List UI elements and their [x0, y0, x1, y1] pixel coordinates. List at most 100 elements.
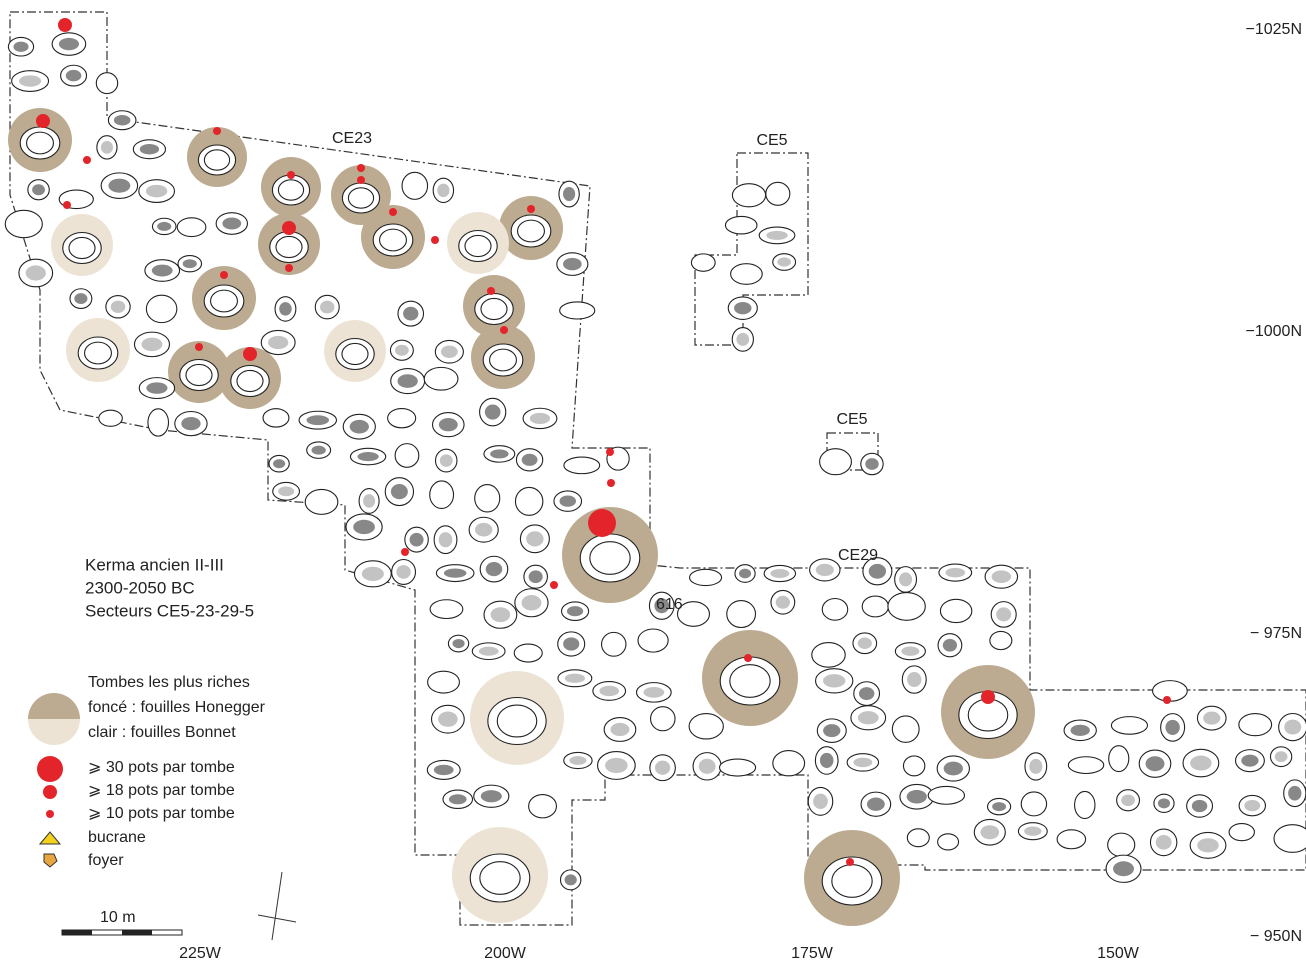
tomb-fill	[770, 569, 790, 578]
tomb-fill	[610, 722, 630, 737]
tomb	[528, 793, 558, 819]
legend-symbol	[43, 785, 57, 799]
tomb	[772, 750, 806, 777]
tomb-fill	[110, 300, 126, 313]
tomb	[98, 409, 123, 427]
tomb-fill	[736, 332, 750, 346]
sector-label: CE29	[838, 547, 878, 564]
tomb-fill	[1145, 756, 1165, 772]
tomb-fill	[906, 789, 927, 804]
tomb	[731, 183, 767, 208]
tomb-fill	[815, 563, 834, 576]
pot-marker	[285, 264, 293, 272]
tomb-fill	[397, 374, 418, 388]
legend-title: 2300-2050 BC	[85, 578, 195, 597]
tomb-fill	[868, 563, 887, 579]
pot-marker	[1163, 696, 1171, 704]
tomb-fill	[899, 572, 913, 587]
tomb-fill	[996, 607, 1012, 622]
tomb	[394, 443, 420, 468]
tomb-fill	[823, 724, 841, 738]
tomb	[1108, 745, 1130, 773]
tomb	[517, 219, 545, 243]
pot-marker	[744, 654, 752, 662]
pot-marker	[401, 548, 409, 556]
tomb-fill	[605, 757, 628, 774]
tomb	[514, 486, 544, 516]
tomb	[937, 833, 960, 851]
tomb	[861, 595, 889, 618]
tomb-fill	[181, 416, 201, 431]
tomb-fill	[311, 445, 326, 455]
sector-label: CE5	[756, 132, 787, 149]
tomb	[1110, 716, 1149, 735]
tomb	[821, 597, 849, 621]
tomb	[1107, 832, 1136, 858]
tomb-fill	[452, 638, 465, 649]
tomb-fill	[980, 825, 1000, 840]
tomb-fill	[563, 637, 580, 651]
tomb	[145, 294, 178, 324]
tomb	[341, 342, 369, 366]
tomb-fill	[569, 756, 587, 765]
tomb-fill	[485, 562, 503, 577]
tomb-fill	[1029, 758, 1043, 774]
pot-marker	[846, 858, 854, 866]
tomb	[401, 171, 429, 200]
tomb-fill	[409, 532, 424, 547]
legend-text: ⩾ 18 pots par tombe	[88, 782, 235, 799]
tomb	[688, 712, 724, 740]
tomb-fill	[437, 183, 450, 198]
tomb-fill	[1113, 861, 1135, 877]
tomb-fill	[1203, 711, 1221, 725]
grid-label: 175W	[791, 945, 834, 962]
tomb-fill	[222, 217, 242, 230]
tomb-fill	[766, 230, 788, 240]
tomb-fill	[433, 764, 454, 776]
tomb	[464, 234, 492, 258]
tomb	[1273, 824, 1306, 853]
grid-label: 150W	[1097, 945, 1140, 962]
tomb	[429, 599, 464, 620]
tomb-fill	[113, 115, 131, 126]
tomb-fill	[395, 344, 409, 356]
grid-label: − 950N	[1250, 928, 1302, 945]
tomb-fill	[439, 454, 453, 467]
legend-symbol	[38, 831, 62, 845]
tomb-fill	[58, 37, 80, 51]
tomb	[496, 704, 538, 738]
tomb-fill	[1244, 800, 1261, 812]
tomb-fill	[1284, 719, 1302, 735]
tomb-fill	[438, 532, 453, 548]
pot-marker	[282, 221, 296, 235]
pot-marker	[607, 479, 615, 487]
tomb	[729, 664, 771, 698]
tomb	[891, 715, 920, 743]
tomb-fill	[443, 568, 467, 578]
sector-label: CE23	[332, 130, 372, 147]
tomb	[68, 236, 96, 260]
tomb-fill	[738, 568, 752, 579]
pot-marker	[195, 343, 203, 351]
tomb-fill	[654, 760, 671, 775]
tomb	[95, 72, 119, 95]
tomb-fill	[151, 264, 173, 277]
tomb-fill	[564, 874, 577, 886]
tomb-fill	[146, 382, 168, 394]
pot-marker	[357, 164, 365, 172]
tomb-fill	[474, 522, 493, 537]
pot-markers	[36, 18, 1171, 866]
tomb-fill	[654, 598, 670, 614]
tomb-fill	[528, 570, 543, 584]
tomb-fill	[853, 757, 873, 768]
tomb	[1067, 756, 1105, 775]
legend-symbol	[46, 810, 54, 818]
tomb-fill	[1070, 724, 1090, 736]
tomb-fill	[145, 184, 168, 198]
tomb	[379, 228, 407, 252]
tomb-fill	[1024, 826, 1042, 836]
tomb-fill	[901, 646, 920, 656]
tomb	[726, 599, 757, 629]
pot-marker	[389, 208, 397, 216]
